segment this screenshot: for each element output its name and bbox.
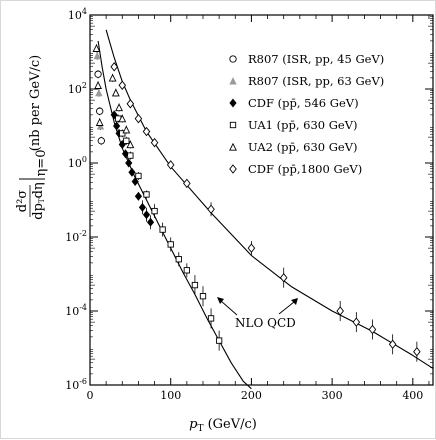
data-point-open-square — [159, 226, 166, 233]
x-tick-label: 200 — [241, 389, 262, 402]
data-point-open-triangle — [94, 81, 102, 89]
data-point-open-diamond — [126, 99, 135, 109]
svg-text:(nb per GeV/c): (nb per GeV/c) — [28, 55, 43, 151]
data-point-open-diamond — [166, 160, 175, 170]
data-point-filled-diamond — [138, 202, 147, 212]
data-point-open-square — [199, 293, 207, 300]
legend-marker-open-triangle — [229, 142, 237, 151]
data-point-filled-diamond — [110, 110, 118, 120]
svg-text:d²σ: d²σ — [15, 190, 30, 213]
data-point-open-triangle — [115, 103, 123, 112]
data-point-open-triangle — [92, 44, 101, 52]
data-point-open-diamond — [413, 346, 421, 357]
data-point-open-diamond — [279, 272, 288, 283]
data-point-filled-diamond — [134, 191, 143, 201]
data-point-filled-diamond — [146, 217, 155, 227]
data-point-filled-diamond — [128, 167, 136, 177]
y-tick-label: 102 — [68, 81, 87, 96]
data-point-open-diamond — [388, 339, 397, 350]
legend-label: R807 (ISR, pp, 45 GeV) — [248, 52, 384, 66]
annotation-text: NLO QCD — [235, 316, 296, 330]
data-point-open-diamond — [368, 324, 377, 335]
y-axis-label: d²σ dpTdη η=0 (nb per GeV/c) — [15, 55, 49, 220]
data-point-open-square — [175, 256, 182, 263]
data-point-open-diamond — [118, 80, 127, 91]
data-point-open-square — [183, 267, 190, 274]
data-point-filled-diamond — [142, 210, 151, 220]
legend-label: R807 (ISR, pp, 63 GeV) — [248, 74, 384, 88]
data-point-open-square — [207, 315, 215, 322]
data-point-open-diamond — [247, 243, 256, 253]
data-point-open-diamond — [352, 317, 361, 327]
legend-marker-open-circle — [229, 55, 237, 63]
svg-text:dpTdη: dpTdη — [31, 182, 46, 219]
data-point-open-triangle — [95, 118, 104, 126]
data-point-gray-triangle — [96, 122, 105, 130]
legend-marker-filled-diamond — [229, 98, 237, 108]
data-point-open-triangle — [126, 140, 135, 149]
data-point-open-diamond — [183, 178, 191, 189]
plot-area — [89, 14, 434, 386]
data-point-open-diamond — [336, 306, 344, 316]
data-point-open-square — [127, 152, 134, 159]
data-point-open-triangle — [122, 125, 131, 134]
svg-text:η=0: η=0 — [34, 150, 49, 177]
data-point-open-square — [151, 207, 158, 215]
y-tick-label: 10-6 — [65, 377, 87, 392]
x-tick-label: 300 — [322, 389, 343, 402]
data-point-open-square — [143, 191, 150, 198]
data-point-open-circle — [96, 107, 104, 115]
annotation-arrow-right — [278, 301, 295, 315]
nlo-qcd-annotation: NLO QCD — [217, 297, 298, 330]
data-point-filled-diamond — [131, 177, 139, 186]
data-point-open-square — [191, 281, 199, 289]
nlo-qcd-curve-1 — [97, 40, 252, 390]
legend-label: CDF (pp̄, 546 GeV) — [248, 96, 359, 110]
data-point-open-diamond — [207, 204, 215, 214]
data-point-open-square — [123, 137, 130, 144]
data-point-open-triangle — [111, 88, 120, 97]
legend-label: UA1 (pp̄, 630 GeV) — [248, 118, 358, 132]
data-point-open-circle — [97, 137, 105, 145]
x-axis-label: pT (GeV/c) — [189, 417, 257, 434]
legend-marker-open-square — [229, 121, 237, 129]
annotation-arrowhead-right — [291, 298, 298, 305]
data-point-open-diamond — [142, 126, 151, 137]
data-point-open-square — [167, 241, 174, 248]
y-tick-label: 10-4 — [65, 303, 87, 318]
y-tick-label: 100 — [68, 155, 87, 170]
data-point-gray-triangle — [93, 51, 101, 60]
x-tick-label: 0 — [87, 389, 94, 402]
x-tick-label: 100 — [160, 389, 181, 402]
data-point-open-circle — [94, 70, 102, 78]
data-point-open-square — [215, 337, 223, 344]
data-point-open-triangle — [118, 114, 127, 123]
y-tick-label: 104 — [68, 7, 87, 22]
data-point-open-diamond — [110, 62, 118, 72]
annotation-arrow-left — [220, 300, 238, 316]
data-point-open-square — [135, 172, 142, 180]
x-tick-label: 400 — [402, 389, 423, 402]
data-point-filled-diamond — [113, 121, 121, 131]
legend-marker-open-diamond — [229, 164, 237, 174]
y-tick-label: 10-2 — [65, 229, 87, 244]
legend-label: UA2 (pp̄, 630 GeV) — [248, 140, 358, 154]
legend-label: CDF (pp̄,1800 GeV) — [248, 162, 362, 176]
data-point-open-diamond — [150, 137, 159, 148]
legend-marker-gray-triangle — [229, 77, 237, 85]
data-point-open-triangle — [108, 73, 117, 82]
data-point-open-diamond — [134, 113, 143, 124]
annotation-arrowhead-left — [217, 297, 224, 304]
data-point-open-square — [119, 130, 126, 137]
data-point-gray-triangle — [95, 88, 103, 97]
data-point-filled-diamond — [125, 158, 133, 168]
data-point-filled-diamond — [121, 149, 130, 159]
